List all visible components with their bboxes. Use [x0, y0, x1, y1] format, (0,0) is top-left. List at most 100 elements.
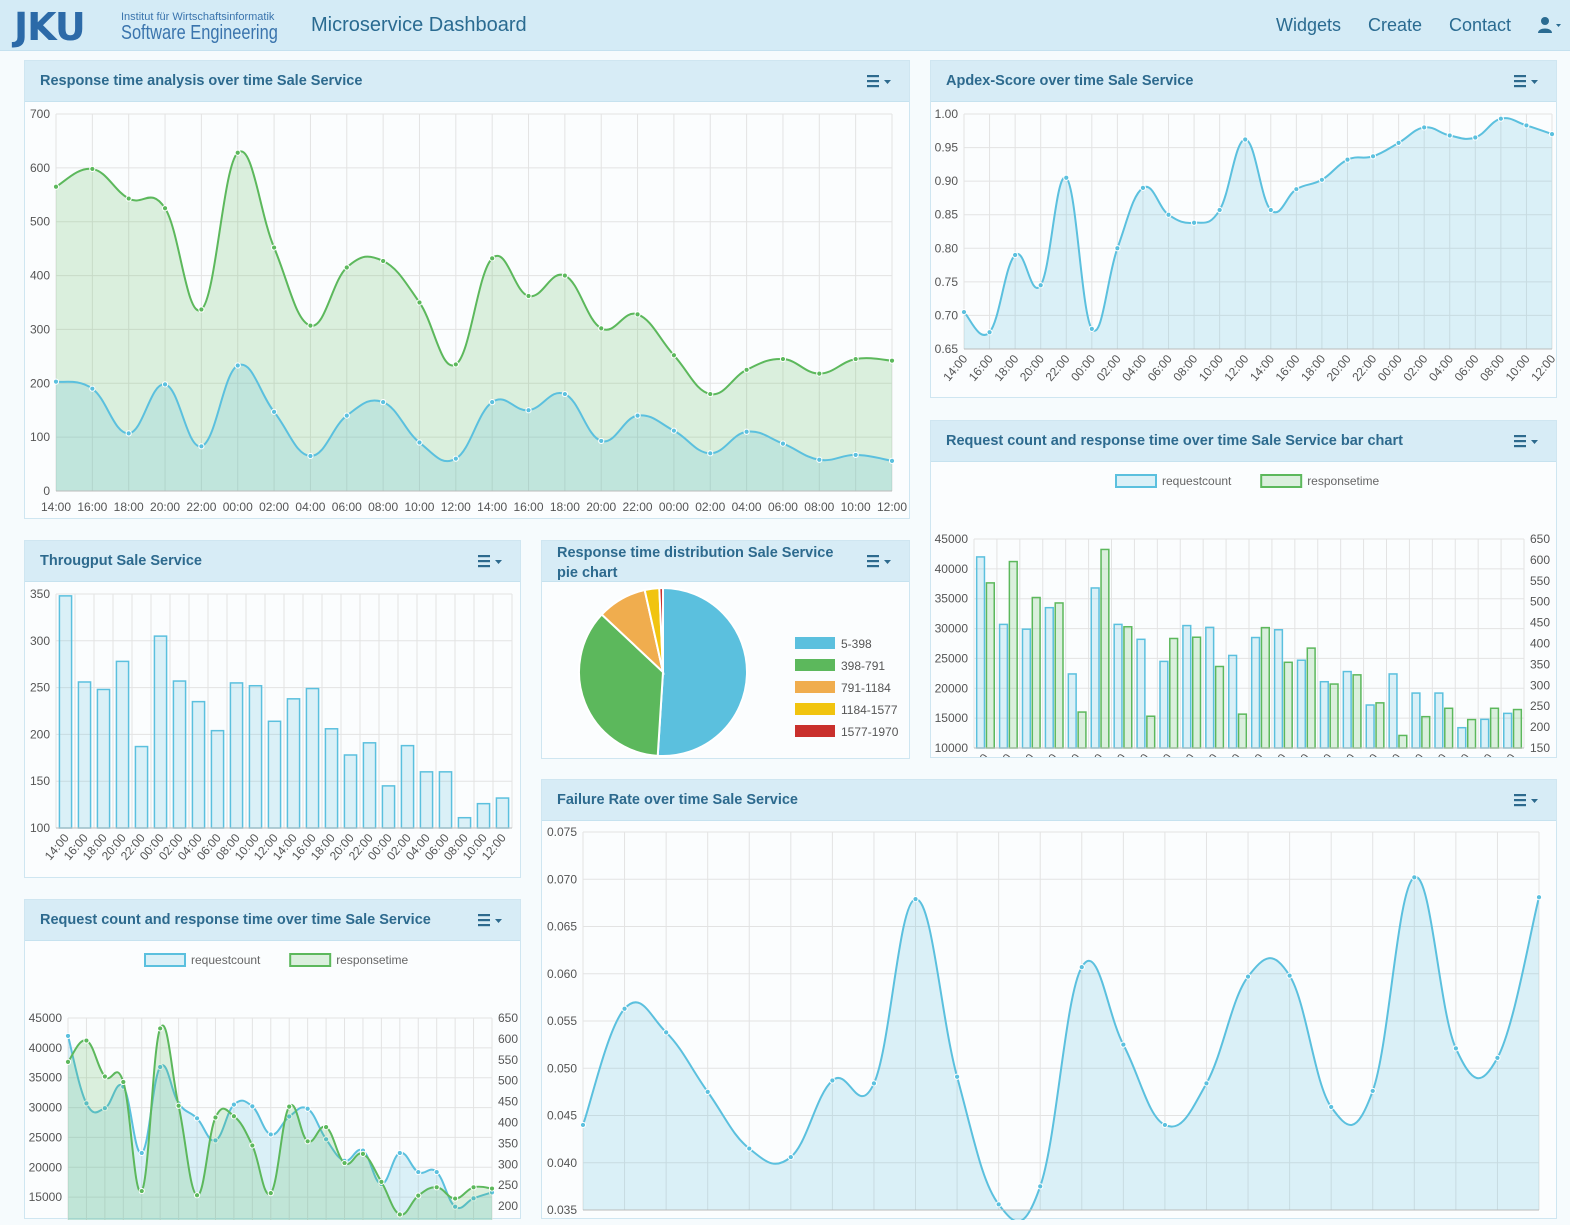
x-tick-label: 04:00 — [295, 500, 325, 514]
data-point — [1267, 206, 1274, 214]
legend-label: requestcount — [1162, 474, 1232, 488]
y-tick-label: 0.90 — [935, 174, 959, 188]
data-point — [120, 1078, 127, 1086]
data-point — [634, 412, 641, 419]
hamburger-menu-icon[interactable] — [478, 554, 506, 570]
data-point — [1088, 325, 1095, 332]
y2-tick-label: 600 — [498, 1032, 518, 1046]
y-tick-label: 0.95 — [935, 141, 959, 155]
panel-header: Througput Sale Service — [25, 541, 520, 582]
y2-tick-label: 550 — [498, 1053, 518, 1067]
data-point — [64, 1032, 72, 1040]
data-point — [415, 1192, 422, 1199]
y2-tick-label: 650 — [498, 1011, 518, 1025]
bar — [210, 729, 225, 829]
x-tick-label: 12:00 — [1489, 751, 1519, 757]
panel-title: Failure Rate over time Sale Service — [557, 792, 798, 808]
y-tick-label: 35000 — [935, 592, 969, 606]
data-point — [598, 437, 605, 445]
series-area — [68, 1035, 492, 1225]
y-tick-label: 300 — [30, 634, 50, 648]
x-tick-label: 10:00 — [1196, 352, 1226, 384]
jku-logo[interactable]: JKU Institut für Wirtschaftsinformatik S… — [14, 8, 278, 46]
y-tick-label: 15000 — [29, 1190, 63, 1204]
data-point — [960, 308, 968, 316]
y-tick-label: 10000 — [935, 741, 969, 755]
nav-contact[interactable]: Contact — [1449, 15, 1512, 35]
y-tick-label: 0.75 — [935, 275, 959, 289]
y-tick-label: 300 — [30, 322, 50, 336]
bar — [229, 682, 244, 829]
bar — [381, 785, 396, 829]
data-point — [83, 1100, 90, 1107]
data-point — [670, 352, 678, 359]
data-point — [378, 1178, 385, 1185]
y2-tick-label: 500 — [1530, 595, 1550, 609]
x-tick-label: 14:00 — [1237, 751, 1267, 757]
x-tick-label: 16:00 — [514, 500, 544, 514]
bar — [1411, 692, 1421, 749]
data-point — [359, 1150, 367, 1157]
data-point — [525, 292, 532, 300]
y-tick-label: 200 — [30, 727, 50, 741]
data-point — [452, 1195, 459, 1202]
data-point — [1452, 1045, 1459, 1052]
bar — [362, 742, 377, 829]
hamburger-menu-icon[interactable] — [1514, 74, 1542, 90]
legend-swatch — [144, 953, 186, 967]
data-point — [52, 378, 60, 385]
data-point — [157, 1063, 164, 1071]
hamburger-menu-icon[interactable] — [1514, 434, 1542, 450]
x-tick-label: 18:00 — [1008, 751, 1038, 757]
series-line — [582, 876, 1540, 1223]
hamburger-menu-icon[interactable] — [867, 554, 895, 570]
series-area — [583, 876, 1539, 1222]
user-icon[interactable] — [1538, 16, 1562, 39]
nav-create[interactable]: Create — [1368, 15, 1423, 35]
bar — [1283, 661, 1293, 749]
y-tick-label: 25000 — [29, 1130, 63, 1144]
panel-title: Request count and response time over tim… — [40, 912, 431, 928]
data-point — [1535, 894, 1543, 901]
data-point — [380, 257, 387, 265]
y-tick-label: 45000 — [29, 1011, 63, 1025]
data-point — [579, 1121, 587, 1129]
bar — [1398, 734, 1408, 749]
y-tick-label: 45000 — [935, 532, 969, 546]
hamburger-menu-icon[interactable] — [867, 74, 895, 90]
bar — [191, 700, 206, 829]
nav-widgets[interactable]: Widgets — [1276, 15, 1342, 35]
y-tick-label: 200 — [30, 376, 50, 390]
data-point — [193, 1192, 201, 1199]
bar — [1159, 660, 1169, 749]
panel-header: Response time distribution Sale Service … — [542, 541, 909, 582]
data-point — [341, 1159, 348, 1167]
x-tick-label: 14:00 — [41, 500, 71, 514]
data-point — [1293, 186, 1300, 193]
x-tick-label: 18:00 — [1283, 751, 1313, 757]
bar — [305, 687, 320, 829]
x-tick-label: 08:00 — [1168, 751, 1198, 757]
y-tick-label: 0 — [43, 484, 50, 498]
y-tick-label: 350 — [30, 587, 50, 601]
x-tick-label: 02:00 — [695, 500, 725, 514]
y-tick-label: 0.85 — [935, 208, 959, 222]
panel-header: Request count and response time over tim… — [25, 900, 520, 941]
hamburger-menu-icon[interactable] — [1514, 793, 1542, 809]
data-point — [870, 1080, 878, 1087]
x-tick-label: 08:00 — [1443, 751, 1473, 757]
bar — [1031, 596, 1041, 749]
data-point — [286, 1103, 293, 1110]
bar — [1228, 654, 1238, 749]
data-point — [249, 1103, 256, 1110]
bar — [172, 680, 187, 829]
x-tick-label: 10:00 — [1191, 751, 1221, 757]
x-tick-label: 16:00 — [1273, 352, 1303, 384]
data-point — [89, 385, 96, 392]
bar — [1169, 637, 1179, 749]
brand-title[interactable]: Microservice Dashboard — [311, 14, 527, 36]
bar — [1205, 626, 1215, 749]
hamburger-menu-icon[interactable] — [478, 913, 506, 929]
data-point — [267, 1190, 274, 1197]
data-point — [343, 264, 350, 271]
